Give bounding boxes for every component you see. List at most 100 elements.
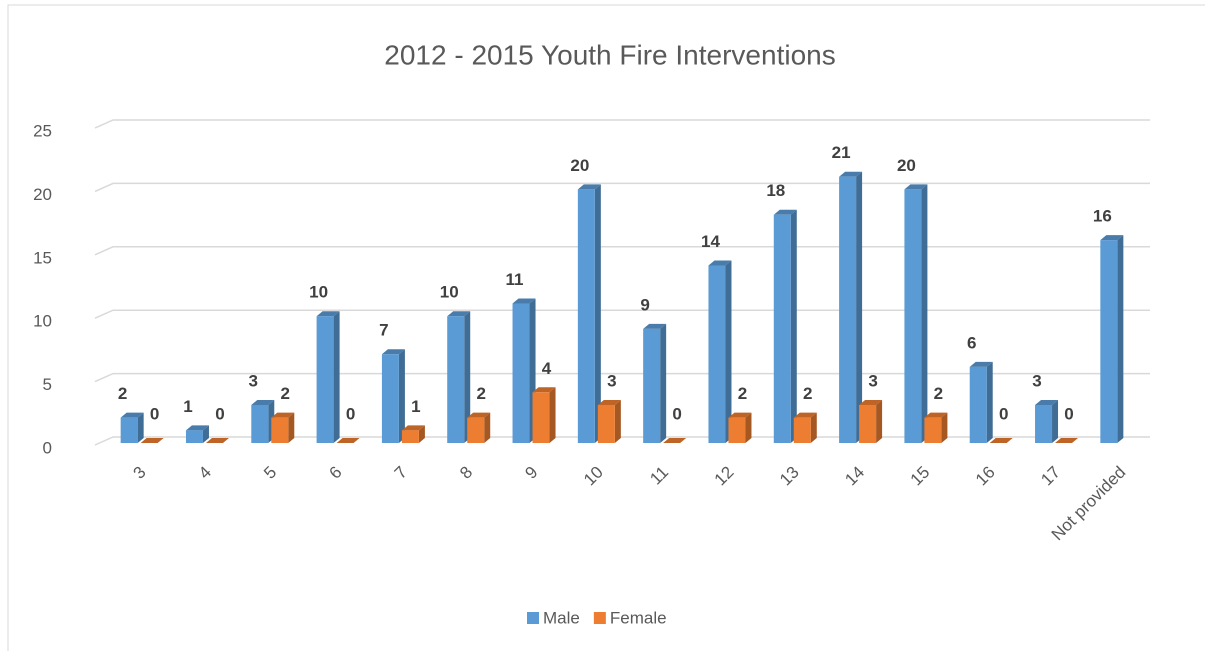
- data-label: 0: [672, 404, 681, 423]
- grid-line: [94, 246, 1150, 256]
- bar: [140, 438, 164, 443]
- y-tick-label: 5: [43, 375, 52, 394]
- bar-face: [708, 265, 726, 443]
- bar-face: [904, 189, 922, 443]
- bar-face: [288, 412, 295, 443]
- bar-face: [532, 392, 550, 443]
- bar-face: [989, 438, 1013, 443]
- bar-face: [810, 412, 817, 443]
- bar-face: [941, 412, 948, 443]
- bar-face: [512, 303, 530, 443]
- bar-face: [660, 323, 667, 443]
- bar-face: [839, 176, 857, 443]
- bar-face: [773, 209, 797, 215]
- bar-face: [1035, 404, 1053, 443]
- bar-face: [185, 425, 209, 431]
- data-label: 3: [1032, 371, 1041, 390]
- bar-face: [140, 438, 164, 443]
- bar: [1055, 438, 1079, 443]
- bar-face: [597, 399, 621, 405]
- bar-face: [856, 171, 863, 443]
- bar-face: [859, 399, 883, 405]
- bar: [251, 399, 275, 443]
- legend-swatch: [593, 612, 606, 624]
- bar-face: [271, 412, 295, 418]
- bar-face: [532, 387, 556, 393]
- y-tick-label: 25: [33, 121, 52, 140]
- bar-face: [924, 412, 948, 418]
- grid-line: [94, 182, 1150, 193]
- bar-face: [401, 425, 425, 431]
- bar-face: [381, 354, 399, 443]
- data-label: 11: [506, 270, 524, 289]
- bar-face: [969, 361, 993, 367]
- bar-face: [904, 184, 928, 190]
- bar-face: [316, 311, 340, 317]
- bar-face: [401, 430, 419, 443]
- bar-face: [484, 412, 491, 443]
- bar-face: [839, 171, 863, 177]
- bar-face: [336, 438, 360, 443]
- bar-face: [447, 311, 471, 317]
- bar-face: [512, 298, 536, 304]
- bar-face: [725, 260, 732, 443]
- bar: [859, 399, 883, 443]
- data-label: 2: [803, 384, 812, 403]
- bar-face: [793, 412, 817, 418]
- bar: [773, 209, 797, 443]
- data-label: 3: [607, 371, 616, 390]
- bar-face: [251, 404, 269, 443]
- legend-swatch: [527, 612, 539, 624]
- data-label: 1: [183, 397, 192, 416]
- data-label: 18: [766, 181, 785, 200]
- bar-face: [316, 316, 334, 443]
- grid-line: [94, 372, 1150, 383]
- bar-face: [594, 184, 601, 443]
- data-label: 3: [249, 371, 258, 390]
- bar: [839, 171, 863, 443]
- bar-face: [185, 430, 203, 443]
- bar: [793, 412, 817, 443]
- data-label: 4: [542, 359, 552, 378]
- bar-face: [1055, 438, 1079, 443]
- data-label: 0: [150, 404, 159, 423]
- bar: [205, 438, 229, 443]
- bar-face: [793, 417, 811, 443]
- legend-label: Male: [543, 608, 580, 627]
- data-label: 7: [379, 321, 388, 340]
- bar-face: [790, 209, 797, 443]
- bar-face: [549, 387, 556, 443]
- bar-face: [859, 404, 877, 443]
- bar-face: [969, 366, 987, 443]
- bar: [271, 412, 295, 443]
- bar-face: [333, 311, 340, 443]
- bar-face: [921, 184, 928, 443]
- data-label: 20: [897, 156, 916, 175]
- y-tick-label: 0: [43, 438, 52, 457]
- bar-face: [773, 214, 791, 443]
- data-label: 3: [868, 371, 877, 390]
- chart-border: [7, 4, 1205, 651]
- data-label: 2: [934, 384, 943, 403]
- data-label: 0: [1064, 404, 1073, 423]
- bar: [904, 184, 928, 443]
- data-label: 16: [1093, 207, 1112, 226]
- bar: [447, 311, 471, 443]
- bar-face: [467, 417, 485, 443]
- bar-face: [728, 412, 752, 418]
- data-label: 9: [640, 295, 649, 314]
- bar-face: [137, 412, 144, 443]
- bar-face: [120, 417, 138, 443]
- data-label: 2: [118, 384, 127, 403]
- legend-label: Female: [610, 608, 667, 627]
- bar-face: [1117, 235, 1124, 443]
- bar: [924, 412, 948, 443]
- data-label: 2: [738, 384, 747, 403]
- data-label: 0: [215, 404, 224, 423]
- bar-face: [577, 189, 595, 443]
- data-label: 0: [346, 404, 355, 423]
- chart-title: 2012 - 2015 Youth Fire Interventions: [384, 39, 835, 70]
- bar: [1035, 399, 1059, 443]
- bar: [643, 323, 667, 443]
